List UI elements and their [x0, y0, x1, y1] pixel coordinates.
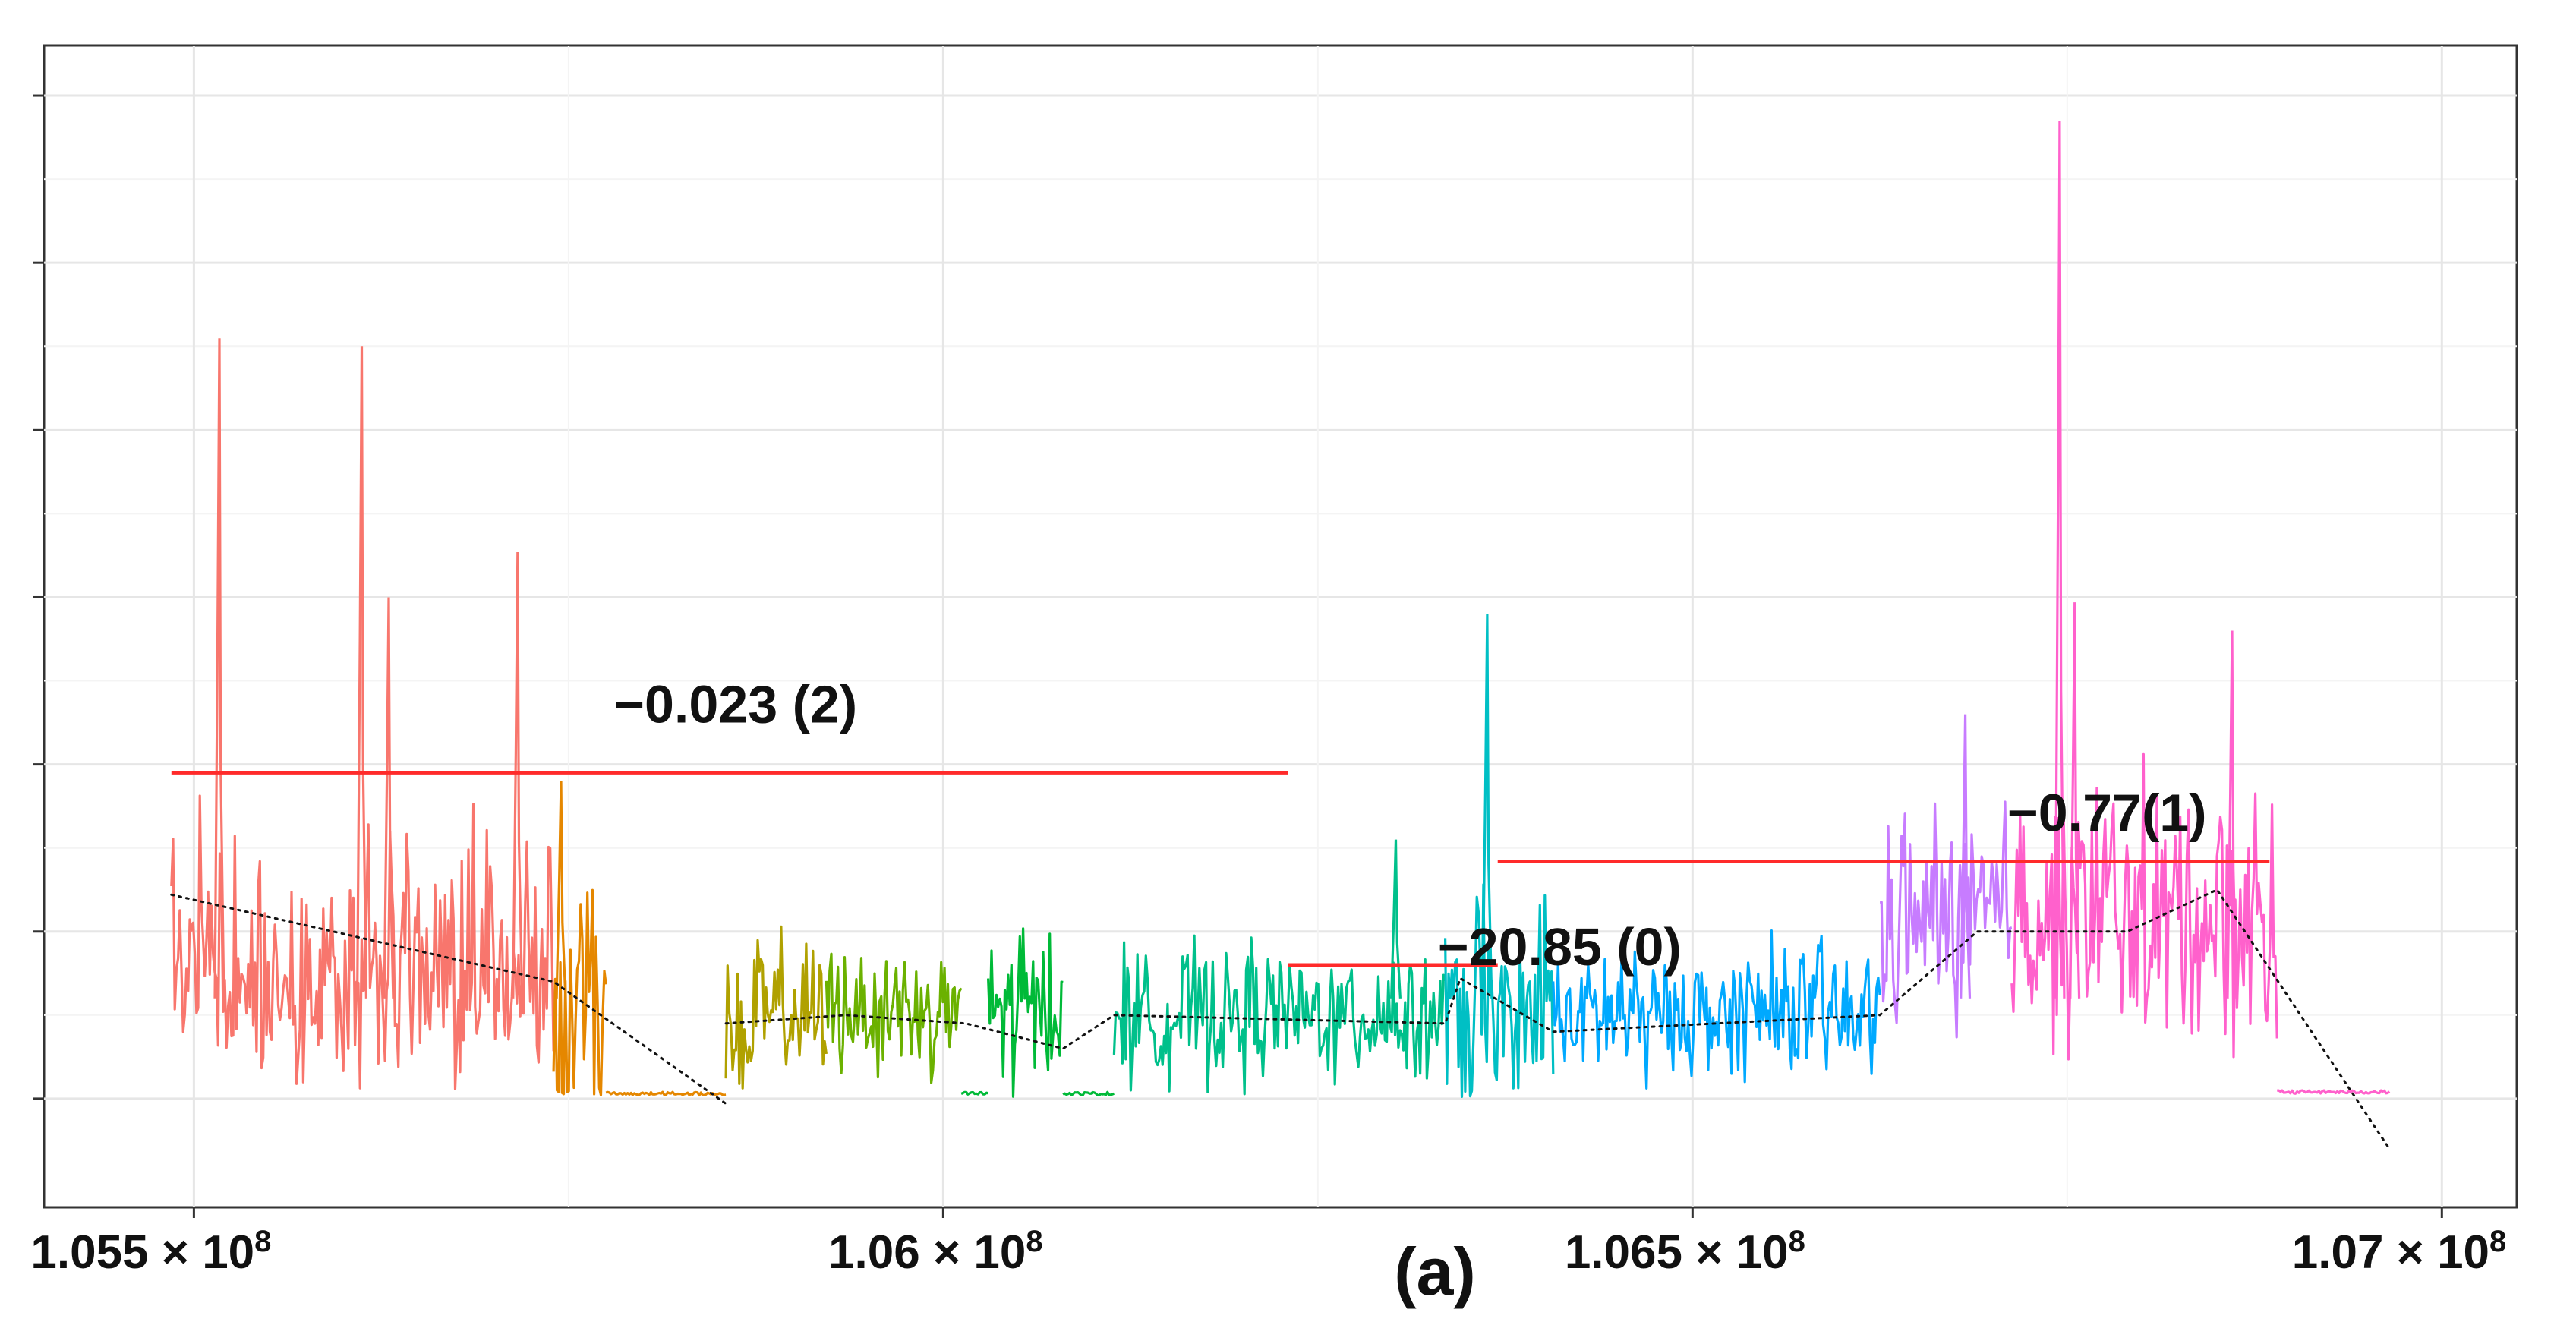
signal-segment: [605, 1090, 727, 1097]
signal-segment: [1552, 929, 1881, 1090]
signal-spike: [2069, 602, 2081, 999]
signal-segment: [1880, 800, 2013, 1039]
grid: [44, 46, 2517, 1207]
axis-ticks: [33, 94, 2443, 1218]
signal-segment: [987, 927, 1064, 1098]
x-tick-labels: 1.055 × 108 1.06 × 108 1.065 × 108 1.07 × 1…: [30, 1225, 2506, 1279]
x-tick-label-base: 1.07 × 10: [2292, 1226, 2489, 1279]
x-tick-label-base: 1.065 × 10: [1565, 1226, 1789, 1279]
annotation-label: −0.023 (2): [613, 675, 857, 734]
annotation-label: −0.77(1): [2007, 784, 2207, 843]
trend-line: [170, 893, 727, 1105]
signal-segment: [1112, 934, 1447, 1096]
signal-spike: [2054, 121, 2066, 999]
x-tick-label-exponent: 8: [1789, 1225, 1805, 1258]
signal-spike: [1960, 714, 1972, 999]
x-tick-label-exponent: 8: [1026, 1225, 1042, 1258]
trend-lines: [170, 888, 2391, 1150]
x-tick-label: 1.06 × 108: [828, 1225, 1043, 1279]
x-tick-label-exponent: 8: [2489, 1225, 2506, 1258]
x-tick-label: 1.055 × 108: [30, 1225, 271, 1279]
signal-segment: [170, 794, 555, 1090]
signal-segment: [1444, 883, 1555, 1099]
signal-segment: [2277, 1089, 2391, 1095]
x-tick-label-base: 1.06 × 10: [828, 1226, 1026, 1279]
signal-spike: [383, 597, 395, 999]
segment-mean-lines: [171, 771, 2270, 967]
signal-segment: [552, 888, 607, 1096]
signal-spike: [1390, 839, 1402, 999]
signal-segment: [1062, 1090, 1115, 1097]
annotations: −0.023 (2) −20.85 (0) −0.77(1): [613, 675, 2206, 977]
signal-segment: [960, 1090, 989, 1096]
signal-series: [170, 752, 2391, 1099]
signal-spike: [2226, 630, 2238, 999]
signal-spike: [213, 338, 225, 999]
signal-spikes: [213, 121, 2238, 999]
annotation-label: −20.85 (0): [1438, 917, 1682, 977]
signal-segment: [825, 952, 963, 1084]
x-tick-label: 1.065 × 108: [1565, 1225, 1805, 1279]
signal-spike: [1481, 614, 1493, 999]
plot-panel: [43, 44, 2518, 1209]
panel-label: (a): [1394, 1234, 1476, 1309]
signal-spike: [356, 346, 367, 999]
signal-segment: [724, 925, 828, 1090]
x-tick-label-exponent: 8: [254, 1225, 271, 1258]
x-tick-label: 1.07 × 108: [2292, 1225, 2507, 1279]
x-tick-label-base: 1.055 × 10: [30, 1226, 254, 1279]
signal-spike: [512, 551, 524, 999]
signal-spike: [555, 781, 567, 999]
